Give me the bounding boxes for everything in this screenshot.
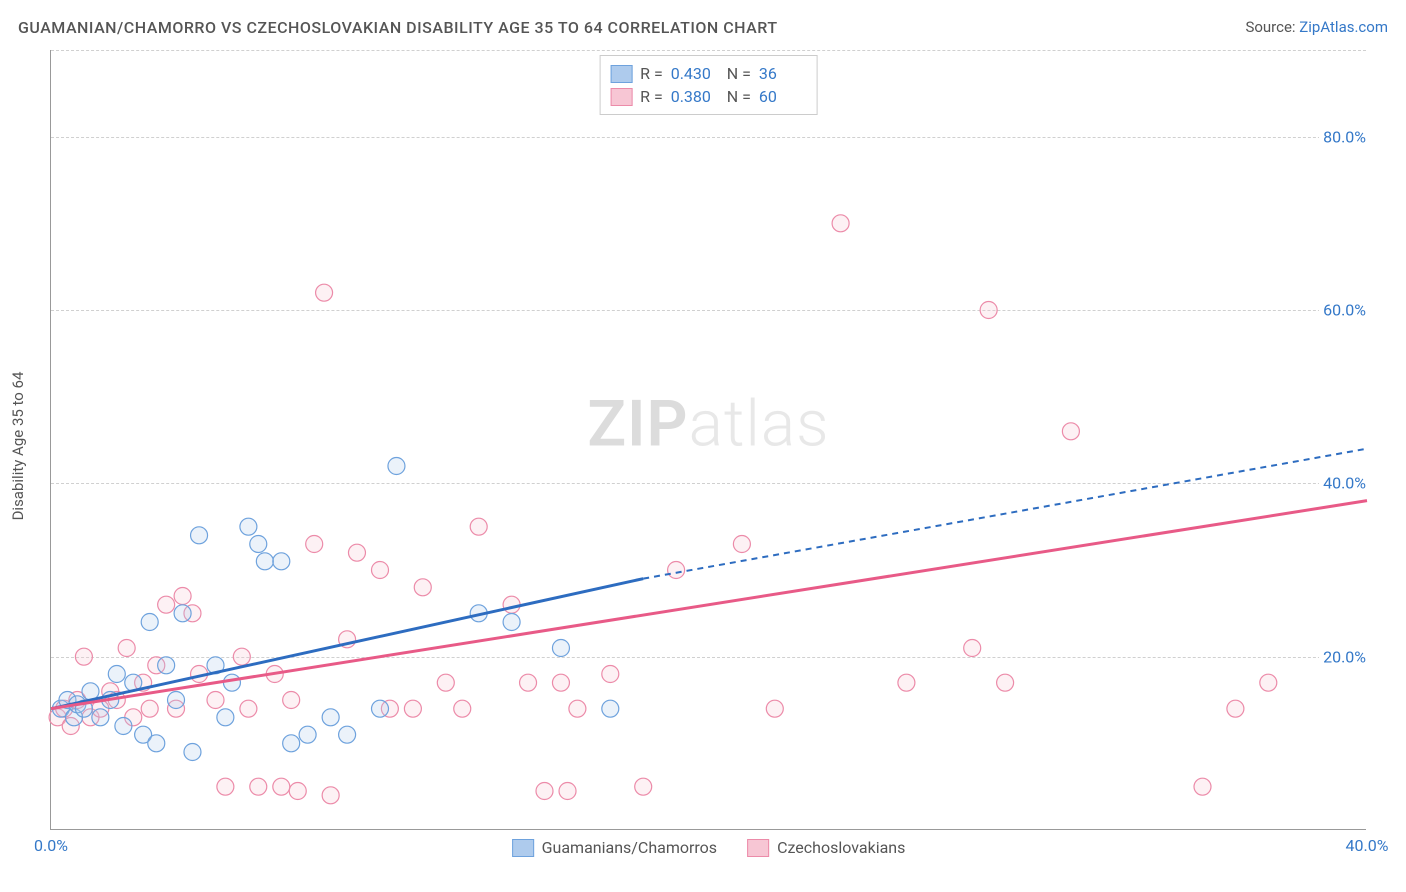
data-point [240,518,257,535]
plot-svg [51,50,1366,829]
data-point [306,536,323,553]
data-point [118,640,135,657]
data-point [115,718,132,735]
data-point [299,726,316,743]
stats-legend-row: R = 0.430 N = 36 [610,62,807,85]
data-point [348,544,365,561]
y-axis-label: Disability Age 35 to 64 [9,372,27,521]
data-point [559,783,576,800]
series-legend-label: Czechoslovakians [777,838,905,857]
data-point [552,674,569,691]
data-point [437,674,454,691]
data-point [372,562,389,579]
data-point [148,735,165,752]
data-point [1194,778,1211,795]
data-point [75,648,92,665]
data-point [158,657,175,674]
data-point [316,284,333,301]
source-label: Source: [1245,18,1299,36]
data-point [108,666,125,683]
data-point [273,778,290,795]
data-point [233,648,250,665]
data-point [240,700,257,717]
data-point [217,778,234,795]
stat-r-label: R = [640,64,663,83]
data-point [536,783,553,800]
data-point [832,215,849,232]
data-point [635,778,652,795]
legend-swatch [610,65,632,83]
data-point [414,579,431,596]
data-point [217,709,234,726]
data-point [602,700,619,717]
series-legend-item: Guamanians/Chamorros [512,838,717,857]
data-point [602,666,619,683]
data-point [1227,700,1244,717]
data-point [997,674,1014,691]
data-point [520,674,537,691]
legend-swatch [747,839,769,857]
x-tick-label: 0.0% [34,836,68,855]
data-point [980,302,997,319]
data-point [223,674,240,691]
data-point [503,614,520,631]
data-point [733,536,750,553]
data-point [289,783,306,800]
data-point [766,700,783,717]
legend-swatch [512,839,534,857]
data-point [184,744,201,761]
stat-r-value: 0.430 [671,64,719,83]
series-legend: Guamanians/Chamorros Czechoslovakians [512,838,906,857]
stat-r-label: R = [640,87,663,106]
x-tick-label: 40.0% [1346,836,1389,855]
data-point [339,726,356,743]
data-point [207,692,224,709]
data-point [322,787,339,804]
data-point [174,588,191,605]
data-point [141,614,158,631]
stat-n-value: 36 [759,64,807,83]
correlation-chart: GUAMANIAN/CHAMORRO VS CZECHOSLOVAKIAN DI… [0,0,1406,892]
stat-n-label: N = [727,64,751,83]
data-point [256,553,273,570]
data-point [158,596,175,613]
source-link[interactable]: ZipAtlas.com [1299,18,1388,36]
data-point [668,562,685,579]
data-point [372,700,389,717]
source-attribution: Source: ZipAtlas.com [1245,18,1388,36]
data-point [283,735,300,752]
data-point [191,527,208,544]
data-point [898,674,915,691]
data-point [1062,423,1079,440]
data-point [273,553,290,570]
data-point [168,692,185,709]
data-point [92,709,109,726]
data-point [322,709,339,726]
data-point [283,692,300,709]
data-point [1260,674,1277,691]
series-legend-item: Czechoslovakians [747,838,905,857]
data-point [388,458,405,475]
data-point [174,605,191,622]
stats-legend-row: R = 0.380 N = 60 [610,85,807,108]
data-point [964,640,981,657]
legend-swatch [610,88,632,106]
data-point [470,518,487,535]
stat-r-value: 0.380 [671,87,719,106]
stats-legend: R = 0.430 N = 36 R = 0.380 N = 60 [599,55,818,115]
series-legend-label: Guamanians/Chamorros [542,838,717,857]
stat-n-label: N = [727,87,751,106]
data-point [141,700,158,717]
data-point [569,700,586,717]
data-point [250,536,267,553]
plot-area: ZIPatlas 20.0%40.0%60.0%80.0% R = 0.430N… [50,50,1366,830]
data-point [404,700,421,717]
data-point [454,700,471,717]
data-point [552,640,569,657]
data-point [250,778,267,795]
data-point [503,596,520,613]
chart-title: GUAMANIAN/CHAMORRO VS CZECHOSLOVAKIAN DI… [18,18,778,37]
stat-n-value: 60 [759,87,807,106]
